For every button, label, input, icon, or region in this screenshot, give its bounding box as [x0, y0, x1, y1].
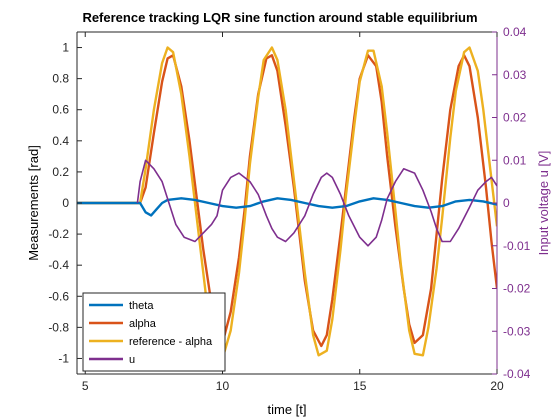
y-left-tick-label: -0.8 — [48, 320, 69, 334]
y-axis-label-left: Measurements [rad] — [26, 145, 41, 261]
x-tick-label: 20 — [490, 379, 504, 393]
x-tick-label: 10 — [216, 379, 230, 393]
x-tick-label: 15 — [353, 379, 367, 393]
series-line-reference-alpha — [77, 46, 497, 360]
legend-label: reference - alpha — [129, 336, 213, 348]
legend: theta alpha reference - alpha u — [82, 292, 226, 372]
y-right-tick-label: -0.04 — [503, 367, 531, 381]
series-line-theta — [77, 197, 497, 217]
chart-title: Reference tracking LQR sine function aro… — [82, 10, 477, 25]
y-left-tick-label: 1 — [62, 41, 69, 55]
y-left-tick-label: -0.2 — [48, 227, 69, 241]
y-right-tick-label: -0.01 — [503, 239, 531, 253]
series-line-u — [136, 159, 497, 247]
y-left-tick-label: -0.4 — [48, 258, 69, 272]
y-left-tick-label: -0.6 — [48, 289, 69, 303]
y-left-tick-label: 0.6 — [52, 103, 69, 117]
y-right-tick-label: 0.01 — [503, 153, 527, 167]
y-right-tick-label: 0.02 — [503, 111, 527, 125]
y-right-tick-label: 0.04 — [503, 25, 527, 39]
y-axis-label-right: Input voltage u [V] — [536, 151, 551, 256]
y-right-tick-label: -0.02 — [503, 282, 531, 296]
x-tick-label: 5 — [82, 379, 89, 393]
y-left-tick-label: 0 — [62, 196, 69, 210]
y-left-tick-label: 0.8 — [52, 72, 69, 86]
y-right-tick-label: 0.03 — [503, 68, 527, 82]
y-right-tick-label: -0.03 — [503, 324, 531, 338]
legend-label: theta — [129, 300, 154, 312]
y-left-tick-label: -1 — [58, 351, 69, 365]
y-left-tick-label: 0.4 — [52, 134, 69, 148]
legend-label: alpha — [129, 318, 157, 330]
series-line-alpha — [77, 54, 497, 348]
legend-label: u — [129, 354, 135, 366]
y-left-tick-label: 0.2 — [52, 165, 69, 179]
y-right-tick-label: 0 — [503, 196, 510, 210]
x-axis-label: time [t] — [267, 402, 306, 417]
